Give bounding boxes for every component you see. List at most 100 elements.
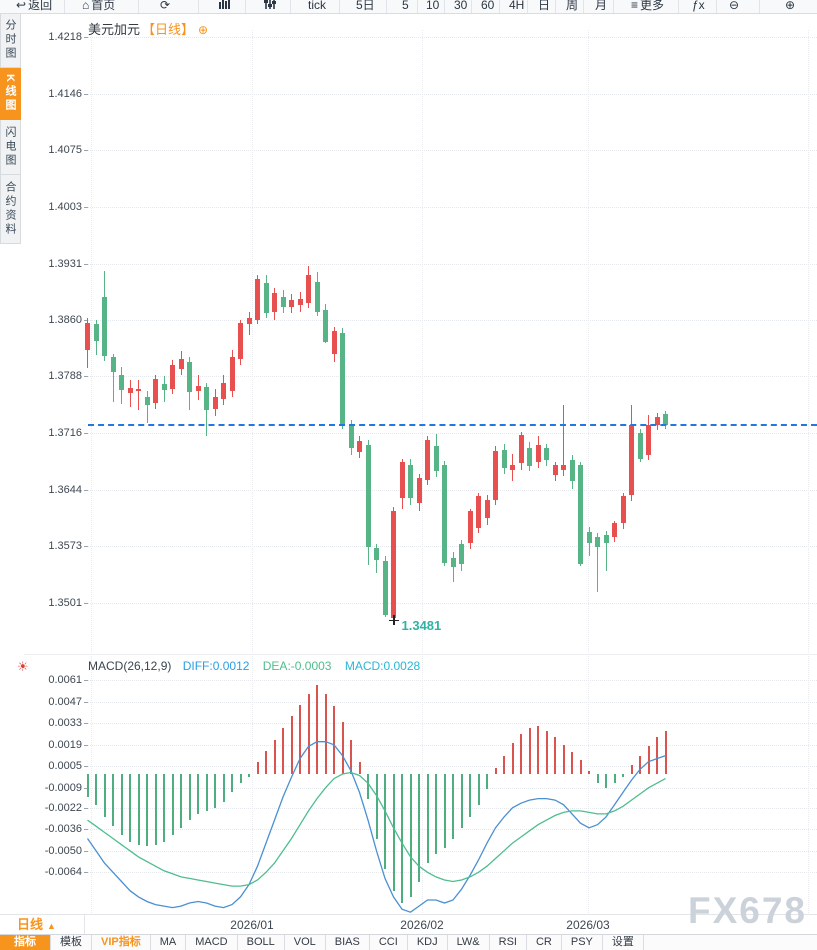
timeframe-month[interactable]: 月 <box>595 0 607 13</box>
candle <box>595 536 600 547</box>
tab-bias[interactable]: BIAS <box>326 935 370 950</box>
candle <box>153 378 158 404</box>
tab-lwr[interactable]: LW& <box>448 935 490 950</box>
tab-indicators[interactable]: 指标 <box>0 935 51 950</box>
macd-bar <box>231 774 233 793</box>
macd-bar <box>528 727 531 774</box>
candle <box>637 433 643 459</box>
macd-axis-label: 0.0019 <box>48 738 82 751</box>
timeframe-week[interactable]: 周 <box>566 0 578 13</box>
tab-settings[interactable]: 设置 <box>603 935 644 950</box>
candle <box>416 478 422 503</box>
toolbar-separator <box>471 0 472 13</box>
macd-axis-label: -0.0036 <box>44 823 82 836</box>
toolbar-separator <box>613 0 614 13</box>
candle <box>569 460 575 482</box>
kline-chart-button[interactable] <box>219 0 233 13</box>
add-symbol-icon[interactable]: ⊕ <box>198 23 209 37</box>
candle <box>527 448 532 467</box>
tab-psy[interactable]: PSY <box>562 935 603 950</box>
sidebar-item-contract-info[interactable]: 合约资料 <box>0 174 21 244</box>
tab-ma[interactable]: MA <box>151 935 187 950</box>
price-tickmark <box>84 149 88 151</box>
vertical-gridline <box>252 30 253 913</box>
macd-axis-label: -0.0009 <box>44 781 82 794</box>
fx-button[interactable]: ƒx <box>692 0 705 13</box>
price-tickmark <box>84 376 88 378</box>
home-button[interactable]: ⌂ 首页 <box>82 0 115 13</box>
macd-bar <box>409 774 412 897</box>
candle <box>442 464 447 563</box>
candle-wick <box>146 391 148 423</box>
x-axis-label: 2026/03 <box>566 918 610 932</box>
timeframe-day-label: 日 <box>538 0 551 12</box>
timeframe-60[interactable]: 60 <box>481 0 494 13</box>
candle <box>399 461 405 498</box>
macd-axis-label: -0.0064 <box>44 866 82 879</box>
timeframe-4h[interactable]: 4H <box>509 0 524 13</box>
macd-bar <box>256 761 259 774</box>
macd-bar <box>137 774 140 845</box>
sliders-icon <box>264 0 276 12</box>
macd-settings-icon[interactable]: ☀ <box>17 659 29 674</box>
tab-boll[interactable]: BOLL <box>238 935 285 950</box>
candle <box>620 496 626 524</box>
tab-cci[interactable]: CCI <box>370 935 408 950</box>
price-axis-label: 1.3860 <box>48 313 82 326</box>
crosshair-cursor <box>393 614 395 625</box>
macd-bar <box>307 694 310 774</box>
price-gridline <box>88 263 817 265</box>
toolbar-separator <box>444 0 445 13</box>
tab-vip-indicators[interactable]: VIP指标 <box>92 935 151 950</box>
macd-bar <box>545 730 548 774</box>
sidebar-item-lightning-chart[interactable]: 闪电图 <box>0 119 21 175</box>
tab-rsi[interactable]: RSI <box>490 935 527 950</box>
macd-gridline <box>88 766 817 768</box>
current-price-dashed-line <box>88 423 817 426</box>
timeframe-day[interactable]: 日 <box>538 0 550 13</box>
candle-wick <box>597 532 598 592</box>
macd-bar <box>537 726 539 774</box>
macd-tickmark <box>84 744 88 746</box>
tab-vol[interactable]: VOL <box>285 935 326 950</box>
timeframe-5d[interactable]: 5日 <box>356 0 375 13</box>
timeframe-30-label: 30 <box>454 0 468 12</box>
macd-bar <box>324 694 327 774</box>
candle <box>85 322 90 350</box>
timeframe-30[interactable]: 30 <box>454 0 467 13</box>
macd-bar <box>171 774 174 836</box>
candle <box>314 281 320 312</box>
macd-header: MACD(26,12,9) DIFF:0.0012 DEA:-0.0003 MA… <box>88 659 420 673</box>
back-button[interactable]: ↩ 返回 <box>16 0 52 13</box>
tab-cr[interactable]: CR <box>527 935 562 950</box>
price-axis-label: 1.3501 <box>48 596 82 609</box>
macd-bar <box>129 774 131 842</box>
tab-templates[interactable]: 模板 <box>51 935 92 950</box>
macd-bar <box>622 774 624 778</box>
timeframe-5[interactable]: 5 <box>402 0 409 13</box>
timeframe-tick[interactable]: tick <box>308 0 326 13</box>
timeframe-10[interactable]: 10 <box>426 0 439 13</box>
period-selector[interactable]: 日线 ▲ <box>0 915 85 935</box>
macd-tickmark <box>84 872 88 874</box>
price-gridline <box>88 149 817 151</box>
zoom-in-button[interactable]: ⊕ <box>785 0 797 13</box>
candle <box>459 543 464 564</box>
sidebar-item-kline-chart[interactable]: K线图 <box>0 68 21 120</box>
candle <box>289 299 294 307</box>
price-gridline <box>88 376 817 378</box>
refresh-button[interactable]: ⟳ <box>160 0 172 13</box>
candle <box>535 445 541 462</box>
tab-macd[interactable]: MACD <box>186 935 238 950</box>
zoom-out-button[interactable]: ⊖ <box>729 0 741 13</box>
candle <box>493 451 498 500</box>
more-button[interactable]: ≡ 更多 <box>631 0 664 13</box>
macd-bar <box>452 774 454 839</box>
indicator-settings-button[interactable] <box>264 0 278 13</box>
chart-title: 美元加元 【日线】 ⊕ <box>88 19 208 38</box>
candle-wick <box>563 404 564 476</box>
candle <box>229 357 235 391</box>
tab-kdj[interactable]: KDJ <box>408 935 448 950</box>
macd-bar <box>180 774 182 828</box>
sidebar-item-time-chart[interactable]: 分时图 <box>0 13 21 68</box>
